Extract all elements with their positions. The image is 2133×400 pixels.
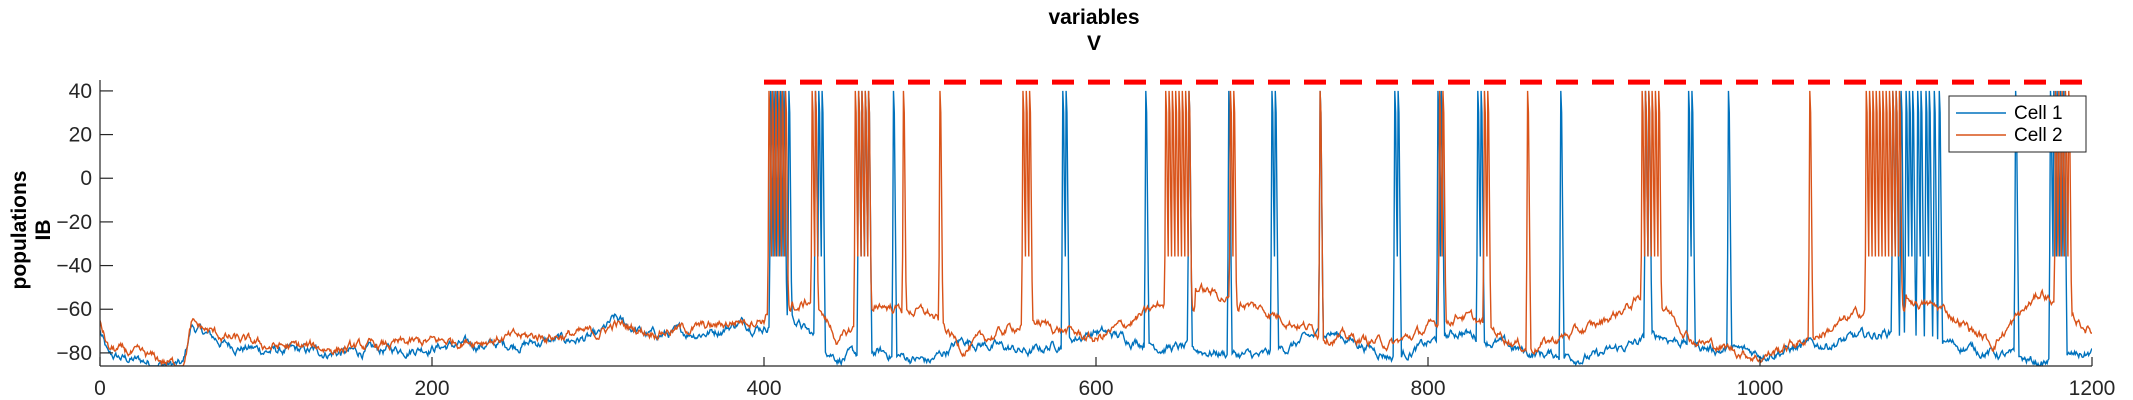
y-tick-label-20: 20 (69, 124, 92, 147)
x-tick-label-200: 200 (414, 377, 449, 400)
x-tick-label-0: 0 (94, 377, 106, 400)
x-tick-label-1200: 1200 (2069, 377, 2116, 400)
y-tick-label--40: −40 (56, 255, 92, 278)
x-tick-label-1000: 1000 (1737, 377, 1784, 400)
chart-title: variables V (1048, 6, 1139, 55)
y-tick-label--60: −60 (56, 298, 92, 321)
x-tick-label-400: 400 (746, 377, 781, 400)
title-line-1: variables (1048, 6, 1139, 29)
legend-box (1948, 95, 2087, 153)
y-axis-label: populations IB (8, 171, 55, 290)
x-tick-label-800: 800 (1410, 377, 1445, 400)
ylabel-line-1: populations (8, 171, 31, 290)
plot-area (100, 79, 2092, 366)
axes: 0 200 400 600 800 1000 1200 −80 −60 −40 −20 0 20 40 (56, 80, 2115, 400)
y-tick-label-0: 0 (80, 167, 92, 190)
ylabel-line-2: IB (32, 220, 55, 241)
title-line-2: V (1087, 32, 1101, 55)
y-tick-label--20: −20 (56, 211, 92, 234)
y-tick-label-40: 40 (69, 80, 92, 103)
legend-label-1: Cell 1 (2014, 103, 2063, 124)
series-line-1 (100, 90, 2092, 366)
x-tick-label-600: 600 (1078, 377, 1113, 400)
series-line-2 (100, 90, 2092, 366)
y-tick-label--80: −80 (56, 342, 92, 365)
legend-label-2: Cell 2 (2014, 125, 2063, 146)
